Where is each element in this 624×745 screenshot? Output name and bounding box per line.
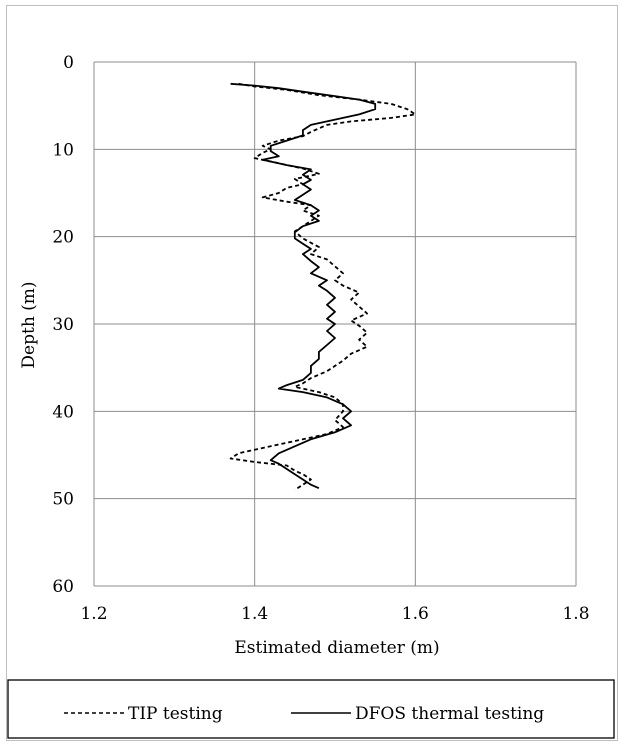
x-tick-label: 1.4 — [241, 604, 268, 624]
axes — [93, 61, 576, 586]
x-tick-label: 1.8 — [562, 604, 589, 624]
x-axis-label: Estimated diameter (m) — [234, 638, 439, 658]
series-line-dfos-thermal-testing — [230, 82, 377, 490]
legend-label-dfos: DFOS thermal testing — [355, 704, 544, 724]
tick-labels: 0 10 20 30 40 50 60 1.2 1.4 1.6 1.8 — [52, 53, 589, 624]
grid-lines — [94, 62, 577, 587]
y-tick-label: 60 — [52, 577, 74, 597]
series-line-tip-testing — [229, 82, 417, 491]
series-lines — [229, 82, 417, 491]
y-tick-label: 40 — [52, 402, 74, 422]
x-tick-label: 1.2 — [80, 604, 107, 624]
legend: TIP testing DFOS thermal testing — [7, 679, 615, 739]
legend-box — [7, 679, 615, 739]
chart-area — [6, 5, 618, 741]
y-tick-label: 20 — [52, 228, 74, 248]
y-tick-label: 0 — [63, 53, 74, 73]
y-tick-label: 30 — [52, 315, 74, 335]
x-tick-label: 1.6 — [402, 604, 429, 624]
y-tick-label: 50 — [52, 490, 74, 510]
y-axis-label: Depth (m) — [19, 281, 39, 368]
y-tick-label: 10 — [52, 140, 74, 160]
legend-label-tip: TIP testing — [128, 704, 223, 724]
